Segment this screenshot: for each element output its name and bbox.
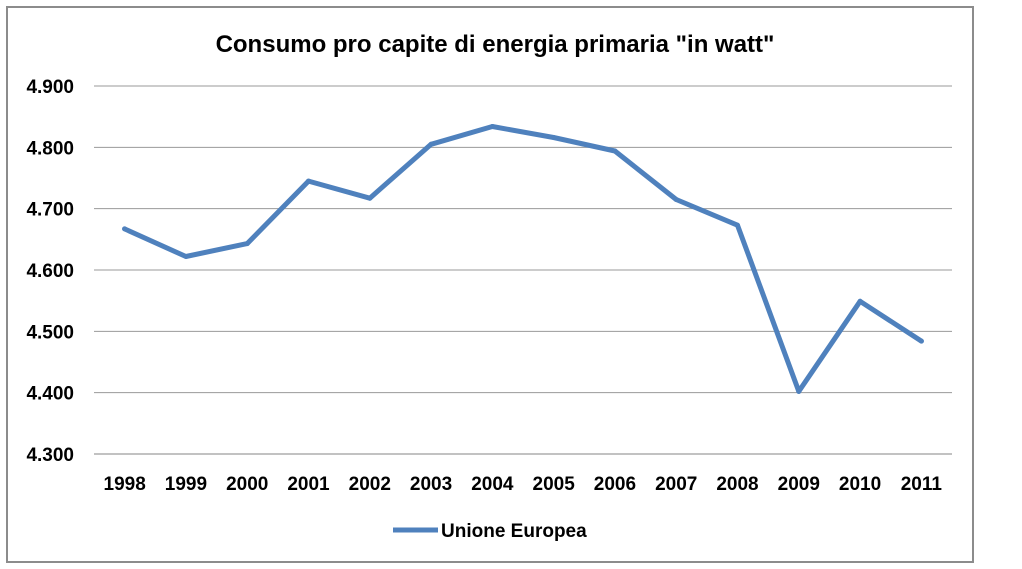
chart-title: Consumo pro capite di energia primaria "… — [216, 31, 775, 58]
chart-frame — [6, 6, 974, 563]
data-point-1998 — [122, 226, 128, 232]
y-tick-label: 4.400 — [26, 384, 74, 405]
x-tick-label: 2008 — [716, 474, 758, 495]
x-tick-label: 2003 — [410, 474, 452, 495]
y-tick-label: 4.700 — [26, 200, 74, 221]
x-tick-label: 2006 — [594, 474, 636, 495]
y-tick-label: 4.300 — [26, 445, 74, 466]
data-point-2009 — [796, 388, 802, 394]
legend-label-unione-europea: Unione Europea — [441, 521, 587, 542]
data-point-2003 — [428, 141, 434, 147]
x-tick-label: 2000 — [226, 474, 268, 495]
data-point-2011 — [918, 338, 924, 344]
data-point-2004 — [489, 123, 495, 129]
data-point-2002 — [367, 195, 373, 201]
data-point-2001 — [306, 178, 311, 184]
x-tick-label: 2005 — [533, 474, 576, 495]
data-point-2007 — [673, 196, 679, 202]
x-tick-label: 1998 — [104, 474, 146, 495]
data-point-1999 — [183, 254, 189, 260]
gridlines — [94, 85, 952, 455]
data-point-2006 — [612, 148, 618, 154]
y-tick-label: 4.500 — [26, 322, 74, 343]
x-tick-label: 2009 — [778, 474, 820, 495]
x-tick-label: 2011 — [901, 474, 943, 495]
x-tick-label: 2010 — [839, 474, 881, 495]
x-axis-ticks: 1998 1999 2000 2001 2002 2003 2004 2005 2006 2007… — [104, 474, 943, 495]
legend: Unione Europea — [393, 521, 587, 542]
y-tick-label: 4.800 — [26, 138, 74, 159]
data-point-2008 — [735, 222, 740, 228]
x-tick-label: 2002 — [349, 474, 391, 495]
series-line-unione-europea — [122, 124, 924, 394]
data-point-2000 — [244, 241, 250, 247]
data-point-2010 — [857, 298, 863, 304]
x-tick-label: 2007 — [655, 474, 697, 495]
y-axis-ticks: 4.300 4.400 4.500 4.600 4.700 4.800 4.900 — [26, 77, 74, 466]
x-tick-label: 2004 — [471, 474, 514, 495]
data-point-2005 — [551, 135, 557, 141]
y-tick-label: 4.600 — [26, 261, 74, 282]
series-group — [122, 123, 924, 394]
y-tick-label: 4.900 — [26, 77, 74, 98]
x-tick-label: 2001 — [287, 474, 330, 495]
x-tick-label: 1999 — [165, 474, 207, 495]
